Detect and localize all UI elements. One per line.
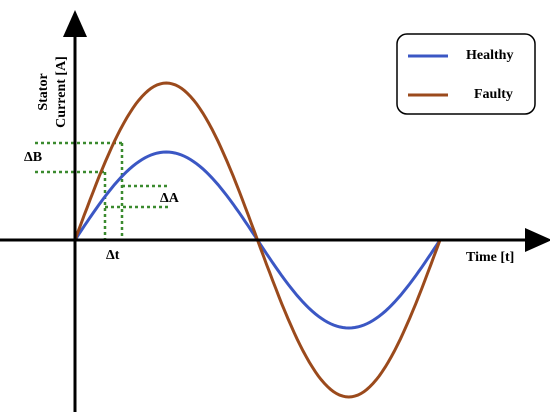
legend-label: Healthy [466, 48, 513, 63]
legend [396, 33, 536, 115]
y-axis-label: Stator [36, 73, 51, 110]
annotation: Δt [106, 248, 120, 263]
annotation: ΔB [24, 150, 42, 165]
y-axis-label: Current [A] [54, 56, 69, 128]
x-axis-label: Time [t] [466, 250, 514, 265]
annotation: ΔA [160, 191, 180, 206]
legend-label: Faulty [474, 87, 513, 102]
